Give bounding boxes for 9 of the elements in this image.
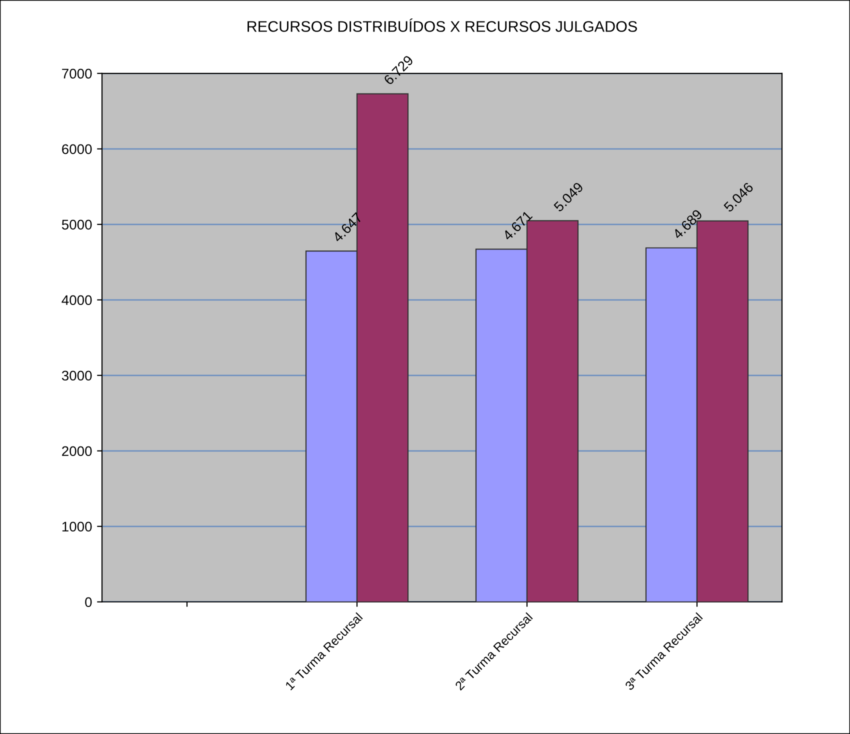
y-tick-label: 1000 xyxy=(62,522,92,532)
y-tick-label: 2000 xyxy=(62,446,92,456)
y-tick-label: 3000 xyxy=(62,370,92,381)
y-tick-label: 4000 xyxy=(62,295,92,306)
chart-title: RECURSOS DISTRIBUÍDOS X RECURSOS JULGADOS xyxy=(248,18,637,32)
y-tick-label: 5000 xyxy=(62,220,92,230)
y-tick-label: 7000 xyxy=(62,68,92,79)
y-tick-label: 0 xyxy=(85,597,92,608)
y-tick-label: 6000 xyxy=(62,144,92,154)
